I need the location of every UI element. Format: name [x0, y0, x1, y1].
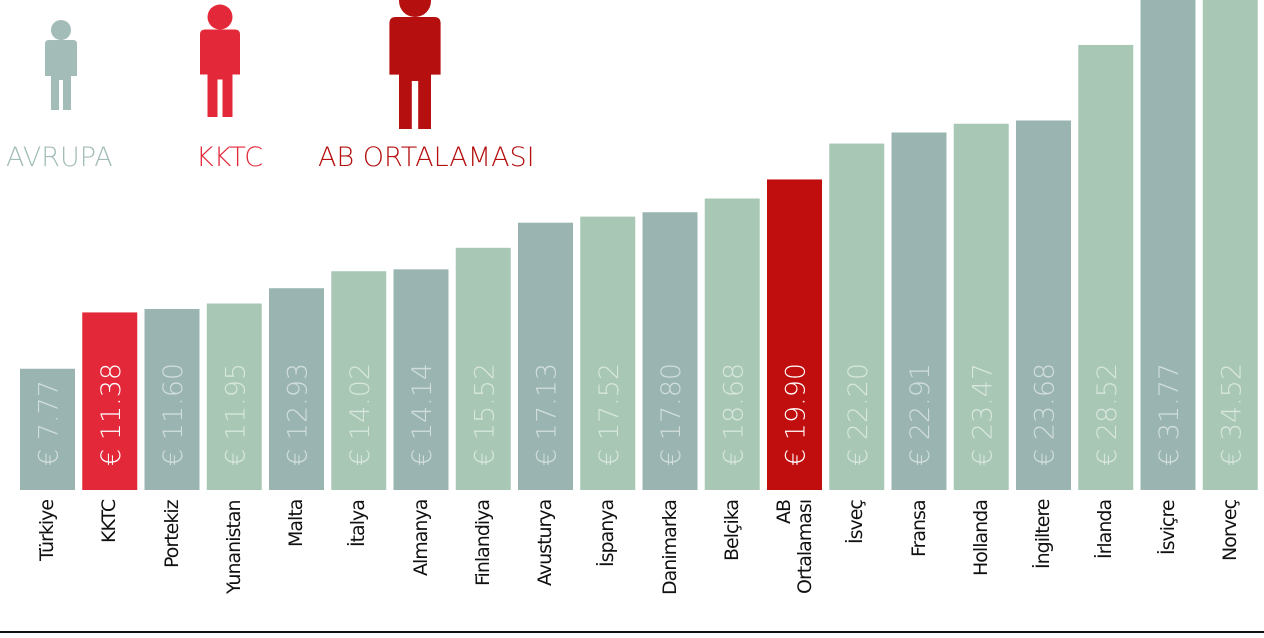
x-tick-label: Danimarka [658, 500, 681, 595]
x-tick-label: Malta [285, 500, 307, 548]
bar [455, 247, 511, 490]
legend-icon [200, 4, 240, 117]
x-tick-label: Almanya [409, 500, 432, 577]
bar [580, 216, 636, 490]
value-label: € 18.68 [718, 363, 749, 466]
value-label: € 31.77 [1154, 363, 1185, 466]
x-tick-label: Türkiye [36, 500, 58, 562]
value-label: € 19.90 [781, 363, 812, 466]
legend-icon [389, 0, 441, 129]
x-tick-label: Yunanistan [222, 500, 245, 594]
x-tick-label: Portekiz [160, 500, 183, 568]
value-label: € 17.52 [594, 363, 625, 466]
bar [953, 123, 1009, 490]
icon-head [207, 4, 233, 30]
x-tick-label: İsviçre [1156, 500, 1179, 555]
value-label: € 22.91 [905, 363, 936, 466]
x-tick-label: İsveç [845, 500, 868, 544]
x-tick-label: Fransa [907, 500, 930, 557]
bar [206, 303, 262, 490]
value-label: € 23.68 [1030, 363, 1061, 466]
value-label: € 17.80 [656, 363, 687, 466]
bar [393, 269, 449, 490]
bar [704, 198, 760, 490]
x-tick-label: İtalya [347, 500, 370, 547]
icon-body [45, 40, 77, 110]
bar [1140, 0, 1196, 490]
x-tick-label: Avusturya [534, 500, 556, 587]
bar [20, 368, 75, 490]
icon-body [200, 29, 240, 117]
bar [269, 288, 324, 490]
legend-label: AVRUPA [6, 142, 113, 173]
x-tick-label: Norveç [1218, 500, 1241, 562]
x-tick-label: AB Ortalaması [772, 500, 816, 595]
bar [642, 212, 698, 490]
value-label: € 14.14 [407, 363, 438, 466]
legend-label: AB ORTALAMASI [318, 142, 535, 173]
value-label: € 11.60 [158, 363, 189, 466]
value-label: € 14.02 [345, 363, 376, 466]
x-tick-label: KKTC [98, 500, 121, 544]
value-label: € 7.77 [34, 380, 65, 466]
bar [331, 271, 387, 490]
legend-icon [45, 20, 77, 110]
x-tick-label: İspanya [596, 500, 619, 568]
bar [82, 312, 138, 490]
legend-label: KKTC [196, 142, 264, 173]
icon-head [51, 20, 71, 40]
value-label: € 15.52 [469, 363, 500, 466]
bar [1016, 120, 1071, 490]
bar [144, 308, 200, 490]
bar [1078, 44, 1134, 490]
value-label: € 12.93 [283, 363, 314, 466]
icon-body [389, 17, 441, 129]
value-label: € 11.95 [220, 363, 251, 466]
value-label: € 17.13 [532, 363, 563, 466]
value-label: € 22.20 [843, 363, 874, 466]
x-tick-label: Finlandiya [471, 500, 494, 587]
bar [1202, 0, 1258, 490]
icon-head [399, 0, 431, 17]
value-label: € 23.47 [967, 363, 998, 466]
bar [518, 222, 573, 490]
x-tick-label: Hollanda [969, 500, 992, 576]
bar [767, 179, 822, 490]
bar [829, 143, 885, 490]
x-tick-label: İrlanda [1094, 500, 1117, 560]
x-tick-label: Belçika [720, 500, 743, 562]
x-tick-label: İngiltere [1032, 500, 1054, 570]
value-label: € 28.52 [1092, 363, 1123, 466]
value-label: € 34.52 [1216, 363, 1247, 466]
bar [891, 132, 947, 490]
value-label: € 11.38 [96, 363, 127, 466]
